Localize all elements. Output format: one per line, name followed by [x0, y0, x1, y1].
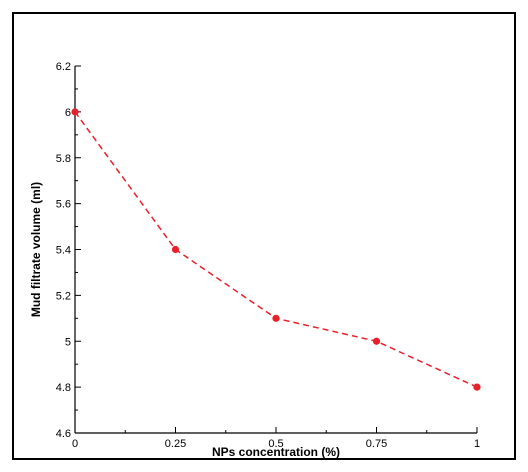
x-tick-label: 0.75	[366, 438, 387, 450]
x-tick-label: 0.5	[268, 438, 283, 450]
data-point	[372, 337, 381, 345]
y-tick-label: 5.8	[56, 153, 71, 165]
data-point	[71, 108, 79, 116]
y-tick-label: 5.4	[56, 245, 71, 257]
y-tick-label: 5	[65, 336, 71, 348]
data-point	[272, 314, 280, 322]
x-axis-title: NPs concentration (%)	[212, 445, 340, 459]
series-group	[71, 108, 481, 391]
x-tick-label: 0	[72, 438, 78, 450]
y-tick-label: 4.6	[56, 428, 71, 440]
series-line	[74, 111, 478, 388]
y-ticks: 4.6 4.8 5 5.2 5.4 5.6 5.8 6 6.2	[56, 61, 81, 440]
y-axis-title: Mud filtrate volume (ml)	[29, 182, 43, 317]
chart-frame	[12, 12, 516, 460]
x-tick-label: 1	[474, 438, 480, 450]
data-point	[473, 383, 481, 391]
y-tick-label: 4.8	[56, 382, 71, 394]
y-tick-label: 6.2	[56, 61, 71, 73]
x-tick-label: 0.25	[165, 438, 186, 450]
y-tick-label: 5.2	[56, 290, 71, 302]
y-tick-label: 6	[65, 107, 71, 119]
axes	[74, 66, 477, 434]
x-ticks: 0 0.25 0.5 0.75 1	[72, 427, 480, 450]
y-tick-label: 5.6	[56, 199, 71, 211]
data-point	[171, 245, 180, 254]
